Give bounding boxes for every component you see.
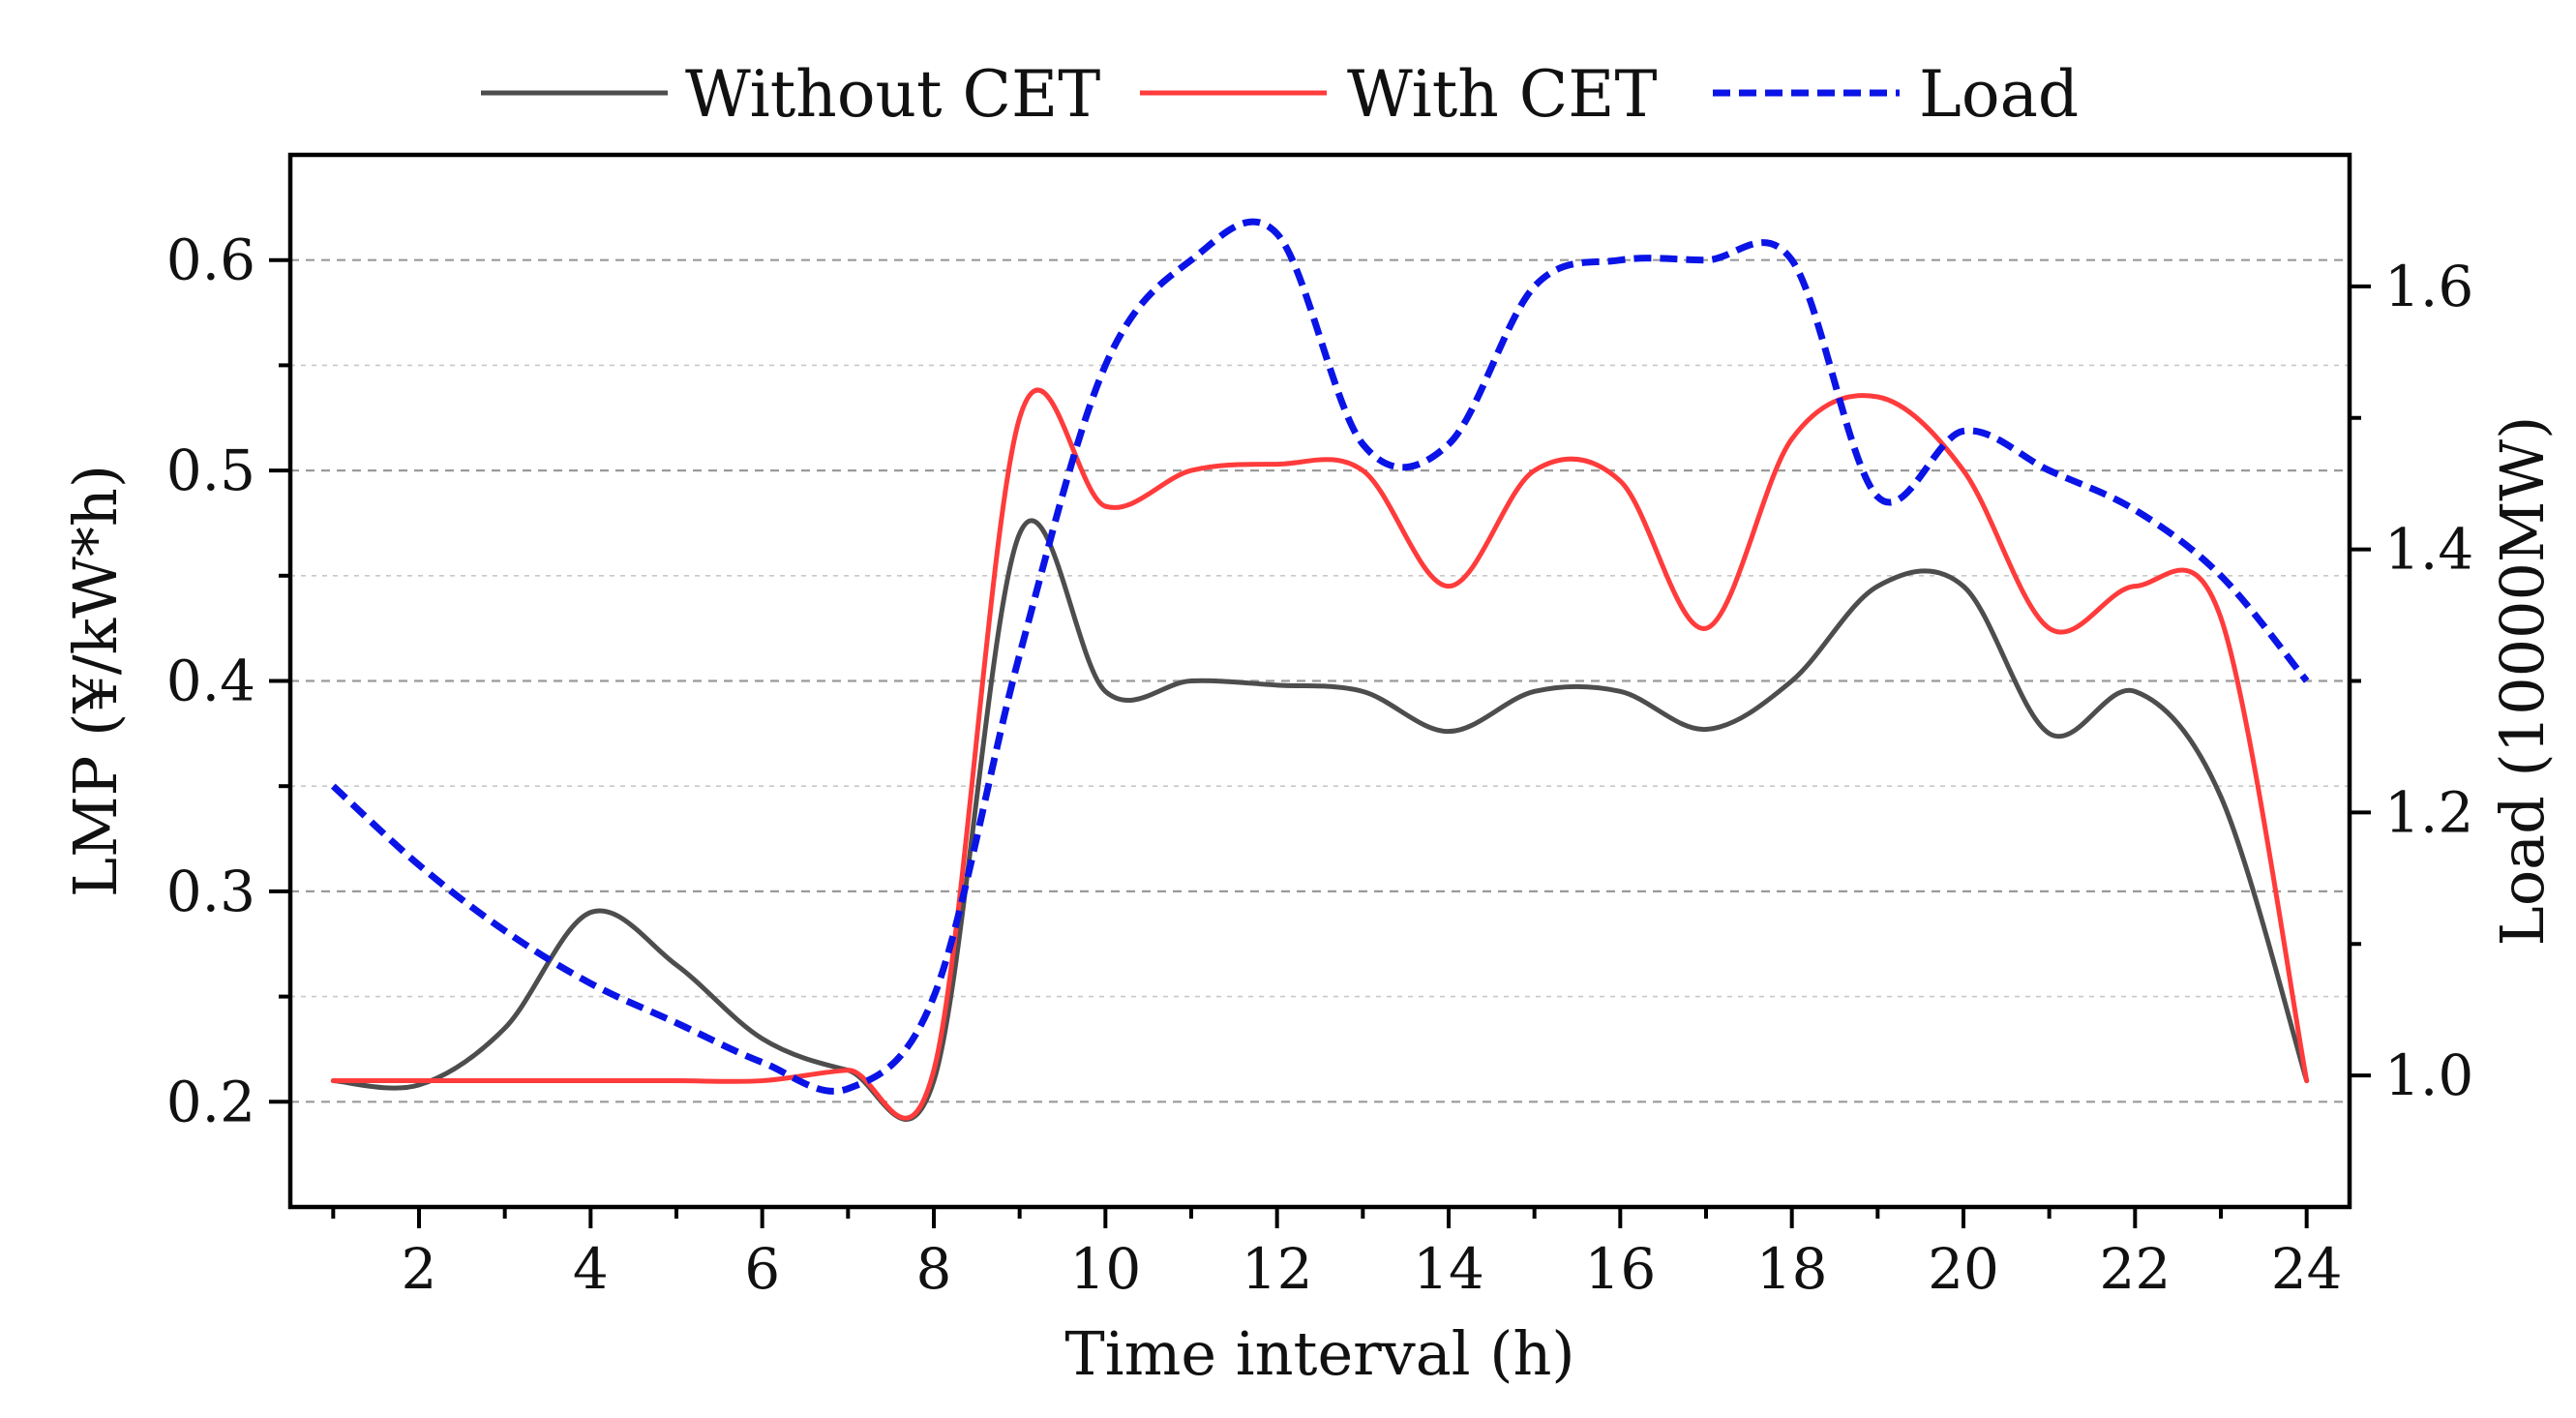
x-tick-label: 8: [916, 1236, 952, 1302]
x-axis-title: Time interval (h): [1064, 1318, 1574, 1389]
y-tick-label: 0.2: [166, 1069, 255, 1134]
x-tick-label: 24: [2271, 1236, 2343, 1302]
series-line-load: [330, 218, 2310, 1095]
x-tick-label: 16: [1584, 1236, 1656, 1302]
legend-label-with-cet: With CET: [1347, 57, 1658, 132]
x-tick-label: 6: [744, 1236, 780, 1302]
y-tick-label: 0.3: [166, 859, 255, 924]
y2-tick-label: 1.6: [2384, 254, 2473, 319]
y2-tick-label: 1.2: [2384, 779, 2473, 845]
x-tick-label: 14: [1413, 1236, 1484, 1302]
y2-axis-title: Load (10000MW): [2487, 416, 2558, 947]
plot-series: [330, 218, 2310, 1122]
legend: Without CET With CET Load: [481, 57, 2079, 132]
x-tick-label: 12: [1242, 1236, 1313, 1302]
x-tick-label: 10: [1069, 1236, 1141, 1302]
y-tick-label: 0.6: [166, 227, 255, 293]
series-line-without-cet: [330, 518, 2310, 1122]
x-tick-label: 4: [573, 1236, 609, 1302]
series-line-with-cet: [330, 387, 2310, 1121]
x-tick-label: 20: [1928, 1236, 1999, 1302]
y-axis-title: LMP (¥/kW*h): [60, 465, 131, 897]
x-tick-label: 22: [2099, 1236, 2171, 1302]
y2-tick-label: 1.4: [2384, 517, 2473, 583]
y-tick-label: 0.5: [166, 437, 255, 503]
grid-lines: [290, 258, 2350, 1103]
legend-label-without-cet: Without CET: [685, 57, 1100, 132]
y2-tick-label: 1.0: [2384, 1042, 2473, 1108]
x-tick-label: 18: [1756, 1236, 1828, 1302]
legend-label-load: Load: [1919, 57, 2079, 132]
axis-ticks: 2 4 6 8 10 12 14 16 18 20 22 240.20.30.40.50.61.01.…: [166, 227, 2474, 1302]
x-tick-label: 2: [402, 1236, 437, 1302]
y-tick-label: 0.4: [166, 649, 255, 714]
